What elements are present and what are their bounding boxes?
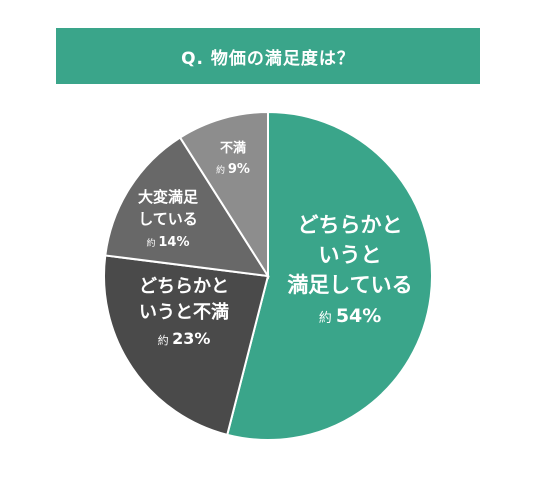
slice-category-label: 大変満足 — [138, 188, 199, 206]
slice-category-label: 不満 — [220, 140, 246, 156]
slice-value-label: 約 14% — [147, 235, 190, 250]
chart-title: Q. 物価の満足度は？ — [181, 48, 355, 69]
pie-slice — [225, 110, 433, 441]
slice-category-label: いうと — [319, 243, 382, 267]
slice-category-label: している — [138, 210, 198, 228]
slice-value-label: 約 9% — [216, 162, 250, 177]
slice-category-label: 満足している — [287, 273, 412, 297]
slice-category-label: いうと不満 — [139, 301, 229, 323]
pie-slice — [178, 110, 269, 280]
slice-label: 不満約 9% — [216, 140, 250, 177]
pie-slice — [103, 254, 270, 437]
slice-value-label: 約 23% — [158, 329, 211, 348]
slice-value-label: 約 54% — [319, 305, 382, 327]
slice-category-label: どちらかと — [139, 276, 229, 297]
pie-slice — [104, 136, 270, 278]
chart-title-banner: Q. 物価の満足度は？ — [56, 28, 480, 84]
slice-category-label: どちらかと — [298, 213, 403, 237]
